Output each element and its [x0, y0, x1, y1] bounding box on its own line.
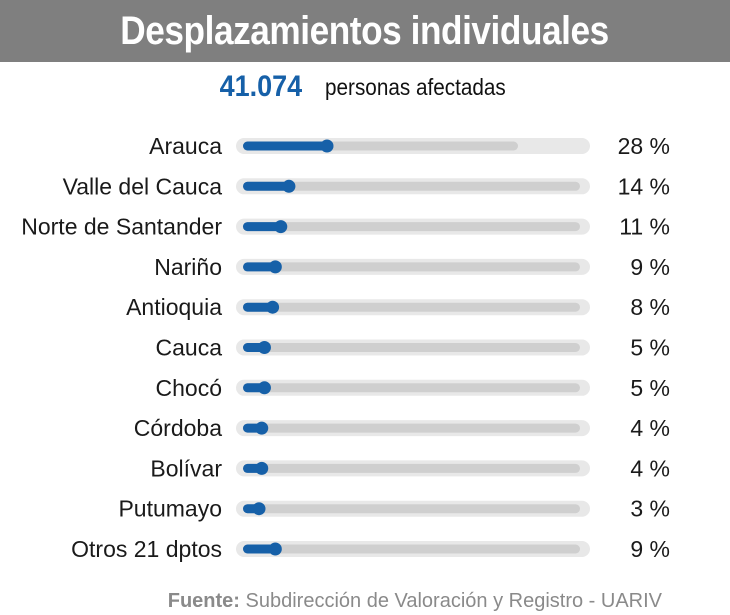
bar-value	[243, 544, 276, 554]
value-label: 5 %	[630, 375, 670, 401]
title-bar: Desplazamientos individuales	[0, 0, 730, 62]
total-affected-value: 41.074	[219, 70, 302, 103]
category-label: Valle del Cauca	[63, 173, 223, 199]
bar-track	[243, 222, 580, 232]
value-label: 8 %	[630, 294, 670, 320]
bar-track	[243, 544, 580, 554]
bar-track	[243, 423, 580, 433]
bar-value	[243, 141, 327, 151]
value-label: 11 %	[619, 214, 670, 240]
bar-track	[243, 463, 580, 473]
bar-end-dot	[320, 139, 334, 153]
bar-end-dot	[255, 461, 269, 475]
bar-track	[243, 343, 580, 352]
value-label: 5 %	[630, 335, 670, 361]
category-label: Otros 21 dptos	[71, 536, 222, 562]
bar-end-dot	[266, 300, 280, 314]
bar-value	[243, 222, 281, 232]
category-label: Chocó	[156, 375, 222, 401]
category-label: Cauca	[156, 335, 223, 361]
value-label: 4 %	[630, 455, 670, 481]
category-label: Nariño	[154, 254, 222, 280]
bar-end-dot	[268, 542, 282, 556]
total-affected-label: personas afectadas	[324, 73, 506, 100]
summary: 41.074 personas afectadas	[0, 70, 730, 104]
bar-end-dot	[255, 421, 269, 435]
value-label: 3 %	[630, 496, 670, 522]
bar-track	[243, 504, 580, 514]
category-label: Antioquia	[126, 294, 222, 320]
category-label: Bolívar	[150, 455, 222, 481]
category-label: Córdoba	[134, 415, 222, 441]
bar-value	[243, 262, 276, 272]
page-title: Desplazamientos individuales	[120, 8, 610, 53]
category-label: Norte de Santander	[21, 214, 222, 240]
value-label: 9 %	[630, 254, 670, 280]
bar-value	[243, 302, 273, 312]
source-label: Fuente:	[167, 590, 240, 612]
value-label: 14 %	[618, 173, 670, 199]
source-note: Fuente: Subdirección de Valoración y Reg…	[168, 590, 662, 613]
bar-value	[243, 181, 289, 191]
bar-end-dot	[252, 502, 266, 516]
bar-end-dot	[257, 381, 271, 395]
bar-end-dot	[257, 341, 271, 354]
bar-end-dot	[282, 179, 296, 193]
bar-track	[243, 181, 580, 191]
bar-track	[243, 262, 580, 272]
source-text: Subdirección de Valoración y Registro - …	[245, 590, 662, 612]
bar-end-dot	[274, 220, 288, 234]
category-label: Putumayo	[118, 496, 222, 522]
bar-end-dot	[268, 260, 282, 274]
value-label: 4 %	[630, 415, 670, 441]
bar-chart: Arauca 28 % Valle del Cauca 14 % Norte de Sa…	[21, 133, 670, 562]
value-label: 28 %	[618, 133, 670, 159]
bar-track	[243, 302, 580, 312]
value-label: 9 %	[630, 536, 670, 562]
bar-track	[243, 383, 580, 393]
category-label: Arauca	[149, 133, 222, 159]
